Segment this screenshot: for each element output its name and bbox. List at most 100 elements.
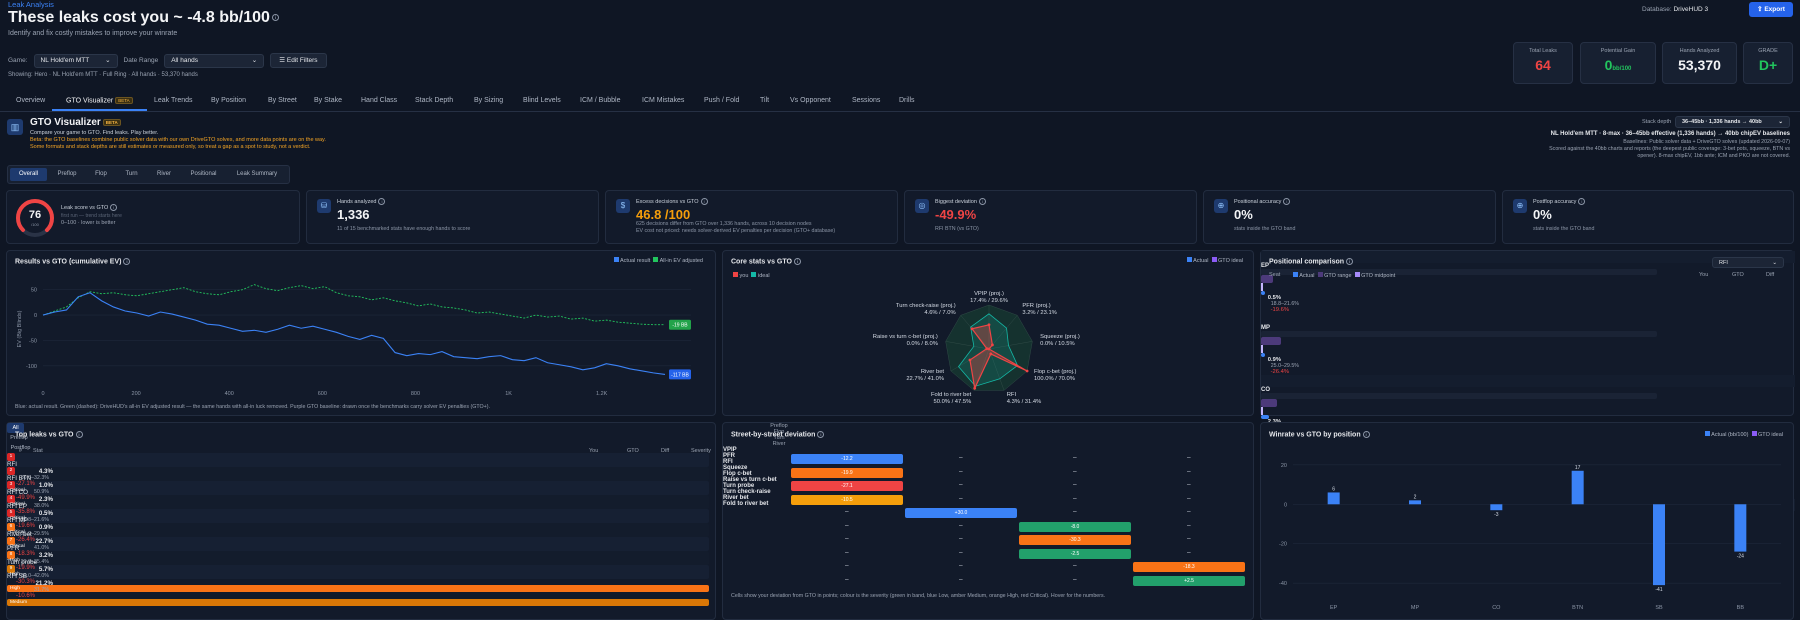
leak-row[interactable]: 2 RFI BTN 1.0% 50.9% -49.9% Critical bbox=[7, 467, 709, 508]
empty-cell: – bbox=[1073, 508, 1077, 515]
tab-blind-levels[interactable]: Blind Levels bbox=[523, 97, 561, 104]
positional-stat-select[interactable]: RFI ⌄ bbox=[1712, 257, 1784, 268]
export-label: Export bbox=[1764, 6, 1785, 13]
tab-icm-mistakes[interactable]: ICM Mistakes bbox=[642, 97, 684, 104]
deviation-cell[interactable]: -12.2 bbox=[791, 454, 903, 464]
leak-row[interactable]: 7 PFR 3.2% 20.8–25.4% -19.9% High bbox=[7, 537, 709, 578]
info-icon[interactable]: i bbox=[1346, 258, 1354, 265]
empty-cell: – bbox=[845, 521, 849, 529]
tab-stack-depth[interactable]: Stack Depth bbox=[415, 97, 453, 104]
end-label-green-box bbox=[669, 319, 691, 330]
winrate-legend: Actual (bb/100) GTO ideal bbox=[1704, 431, 1783, 438]
winrate-bar[interactable] bbox=[1409, 500, 1421, 505]
tab-drills[interactable]: Drills bbox=[899, 97, 915, 104]
tab-leak-trends[interactable]: Leak Trends bbox=[154, 97, 193, 104]
deviation-cell[interactable]: -10.5 bbox=[791, 494, 903, 505]
leak-row[interactable]: 4 RFI EP 0.5% 18.8–21.6% -19.6% Critical bbox=[7, 495, 709, 536]
tab-by-sizing[interactable]: By Sizing bbox=[474, 97, 503, 104]
legend-swatch-teal bbox=[751, 272, 757, 277]
summary-label-text: Positional accuracy bbox=[1234, 198, 1282, 205]
deviation-cell[interactable]: -27.1 bbox=[791, 481, 903, 491]
scoring-info: Scored against the 40bb charts and repor… bbox=[1549, 146, 1790, 152]
subtab-positional[interactable]: Positional bbox=[190, 171, 217, 177]
deviation-cell[interactable]: -30.3 bbox=[1019, 535, 1131, 545]
tab-by-street[interactable]: By Street bbox=[268, 97, 297, 104]
leak-row[interactable]: 3 RFI CO 2.3% 38.0% -35.8% Critical bbox=[7, 481, 709, 522]
leak-row[interactable]: 5 RFI MP 0.9% 25.0–29.5% -26.4% Critical bbox=[7, 509, 709, 550]
info-icon[interactable]: i bbox=[75, 431, 83, 438]
subtab-leak-summary[interactable]: Leak Summary bbox=[236, 171, 278, 177]
tab-sessions[interactable]: Sessions bbox=[852, 97, 880, 104]
col-you: You bbox=[1699, 272, 1709, 278]
info-icon[interactable]: i bbox=[1578, 198, 1586, 205]
radar-axis-label: RFI bbox=[1007, 392, 1017, 398]
winrate-bar[interactable] bbox=[1571, 470, 1584, 505]
beta-badge: BETA bbox=[115, 97, 133, 104]
tab-push-fold[interactable]: Push / Fold bbox=[704, 97, 739, 104]
summary-label-text: Postflop accuracy bbox=[1533, 198, 1577, 205]
leak-row[interactable]: 8 Turn probe 5.7% 30.0–42.0% -30.3% High bbox=[7, 551, 709, 592]
tab-vs-opponent[interactable]: Vs Opponent bbox=[790, 97, 831, 104]
breadcrumb[interactable]: Leak Analysis bbox=[8, 0, 54, 9]
export-button[interactable]: ⇪ Export bbox=[1749, 2, 1793, 17]
winrate-bar[interactable] bbox=[1327, 492, 1340, 505]
radar-you-point bbox=[970, 327, 974, 331]
subtab-overall[interactable]: Overall bbox=[10, 168, 47, 181]
empty-cell: – bbox=[959, 548, 963, 556]
deviation-cell[interactable]: -18.3 bbox=[1133, 562, 1245, 572]
tab-overview[interactable]: Overview bbox=[16, 97, 45, 104]
empty-cell: – bbox=[1187, 467, 1191, 475]
deviation-cell[interactable]: -19.9 bbox=[791, 467, 903, 478]
kpi-label: Potential Gain bbox=[1600, 48, 1636, 54]
subtab-river[interactable]: River bbox=[156, 171, 171, 177]
tab-by-position[interactable]: By Position bbox=[211, 97, 246, 104]
leak-you: 2.3% bbox=[38, 496, 53, 503]
winrate-bar[interactable] bbox=[1490, 504, 1503, 511]
leak-gto: 20.8–25.4% bbox=[20, 559, 49, 565]
winrate-bar[interactable] bbox=[1734, 504, 1747, 552]
leaks-title: Top leaks vs GTO i bbox=[15, 431, 83, 438]
leak-filter-all[interactable]: All bbox=[7, 423, 24, 433]
subtab-preflop[interactable]: Preflop bbox=[57, 171, 77, 177]
info-icon[interactable]: i bbox=[817, 431, 825, 438]
tab-hand-class[interactable]: Hand Class bbox=[361, 97, 397, 104]
winrate-bar[interactable] bbox=[1653, 504, 1665, 586]
deviation-cell[interactable]: +30.0 bbox=[905, 508, 1017, 518]
tab-tilt[interactable]: Tilt bbox=[760, 97, 769, 104]
subtab-turn[interactable]: Turn bbox=[125, 171, 138, 177]
leak-filter-preflop[interactable]: Preflop bbox=[10, 435, 28, 441]
info-icon[interactable]: i bbox=[1362, 431, 1370, 438]
empty-cell: – bbox=[959, 521, 963, 529]
leak-diff: -19.9% bbox=[15, 565, 35, 571]
radar-axis-label: VPIP (proj.) bbox=[974, 291, 1004, 297]
subtab-flop[interactable]: Flop bbox=[95, 171, 107, 177]
game-select[interactable]: NL Hold'em MTT ⌄ bbox=[33, 53, 118, 68]
leak-row[interactable]: 6 River bet 22.7% 41.0% -18.3% High bbox=[7, 523, 709, 564]
gto-title-text: GTO Visualizer bbox=[30, 117, 101, 128]
stack-depth-select[interactable]: 36–45bb · 1,336 hands → 40bb ⌄ bbox=[1675, 116, 1790, 128]
tab-icm-bubble[interactable]: ICM / Bubble bbox=[580, 97, 620, 104]
leak-filter-postflop[interactable]: Postflop bbox=[10, 445, 31, 451]
tab-gto-visualizer[interactable]: GTO Visualizer BETA bbox=[66, 97, 133, 104]
deviation-cell[interactable]: +2.5 bbox=[1133, 575, 1245, 586]
deviation-cell[interactable]: -8.0 bbox=[1019, 521, 1131, 532]
info-icon[interactable]: i bbox=[378, 198, 386, 205]
info-icon[interactable]: i bbox=[700, 198, 708, 205]
tab-by-stake[interactable]: By Stake bbox=[314, 97, 342, 104]
edit-filters-button[interactable]: ☰ Edit Filters bbox=[270, 53, 327, 68]
info-icon[interactable]: i bbox=[271, 14, 279, 22]
leak-row[interactable]: 9 RFI SB 21.2% 31.7% -10.6% Medium bbox=[7, 565, 709, 606]
col-diff: Diff bbox=[661, 448, 670, 454]
info-icon[interactable]: i bbox=[793, 258, 801, 265]
info-icon[interactable]: i bbox=[1283, 198, 1291, 205]
date-range-select[interactable]: All hands ⌄ bbox=[164, 53, 265, 68]
info-icon[interactable]: i bbox=[123, 258, 131, 265]
allin-ev-line bbox=[42, 284, 665, 326]
deviation-cell[interactable]: -2.5 bbox=[1019, 548, 1131, 559]
core-radar-chart[interactable]: VPIP (proj.)17.4% / 29.6% PFR (proj.)3.2%… bbox=[723, 251, 1255, 417]
info-icon[interactable]: i bbox=[978, 198, 986, 205]
winrate-chart[interactable]: 20 0 -20 -40 6 EP 2 MP -3 CO 17 BTN -41 SB -24 BB bbox=[1261, 443, 1795, 619]
summary-value: 0% bbox=[1533, 207, 1552, 222]
info-icon[interactable]: i bbox=[110, 204, 118, 211]
